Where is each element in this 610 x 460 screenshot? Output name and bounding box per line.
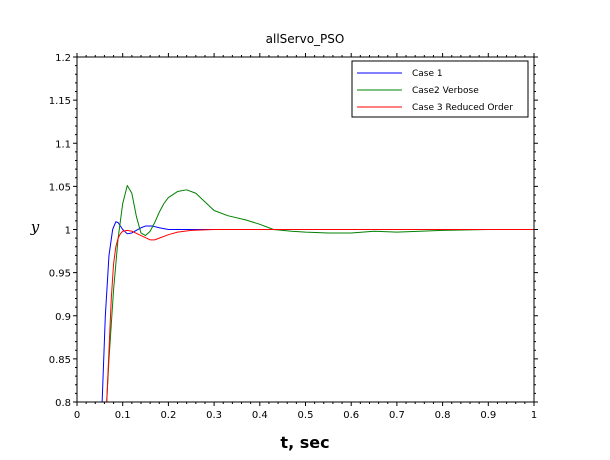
series-line-3 [106,229,534,402]
x-tick-label: 0.2 [160,410,176,421]
y-axis-label: y [30,218,40,236]
x-tick-label: 0.6 [343,410,359,421]
x-tick-label: 0.7 [389,410,405,421]
chart-title: allServo_PSO [266,32,345,46]
legend-box [351,60,529,118]
legend-label-2: Case2 Verbose [412,86,479,96]
legend: Case 1 Case2 Verbose Case 3 Reduced Order [351,60,529,118]
legend-label-1: Case 1 [412,69,443,79]
x-tick-label: 0.4 [252,410,268,421]
y-tick-label: 0.85 [49,355,71,366]
x-tick-label: 0.9 [480,410,496,421]
y-tick-label: 1.1 [55,139,71,150]
x-tick-label: 0.1 [115,410,131,421]
y-tick-label: 0.9 [55,312,71,323]
x-tick-label: 0 [74,410,80,421]
y-tick-label: 0.95 [49,269,71,280]
series-line-2 [106,185,534,402]
x-tick-label: 0.3 [206,410,222,421]
y-tick-label: 1.2 [55,53,71,64]
x-tick-label: 1 [531,410,537,421]
y-tick-label: 1.15 [49,96,71,107]
y-tick-label: 1 [65,226,71,237]
x-axis-label: t, sec [280,433,329,452]
y-tick-label: 0.8 [55,398,71,409]
legend-label-3: Case 3 Reduced Order [412,103,513,113]
x-tick-label: 0.5 [298,410,314,421]
x-tick-label: 0.8 [435,410,451,421]
y-tick-label: 1.05 [49,182,71,193]
